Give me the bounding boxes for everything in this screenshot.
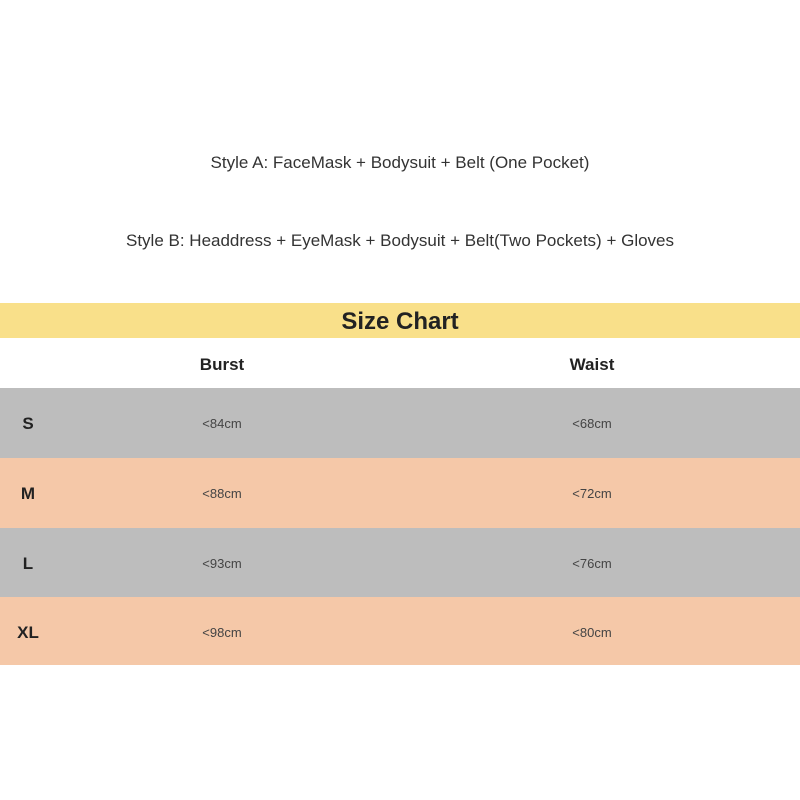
table-row: XL <98cm <80cm [0, 597, 800, 665]
size-label: L [22, 554, 34, 573]
waist-value: <68cm [572, 416, 612, 431]
size-label: XL [17, 623, 39, 642]
burst-value: <84cm [202, 416, 242, 431]
burst-value: <98cm [202, 625, 242, 640]
column-header-waist: Waist [569, 355, 615, 374]
size-chart-title: Size Chart [0, 303, 800, 338]
burst-value: <93cm [202, 556, 242, 571]
style-a-description: Style A: FaceMask + Bodysuit + Belt (One… [210, 153, 590, 172]
table-row: S <84cm <68cm [0, 388, 800, 458]
table-header: Burst Waist [0, 338, 800, 388]
table-row: L <93cm <76cm [0, 528, 800, 598]
waist-value: <72cm [572, 486, 612, 501]
column-header-burst: Burst [199, 355, 245, 374]
table-row: M <88cm <72cm [0, 458, 800, 528]
waist-value: <76cm [572, 556, 612, 571]
waist-value: <80cm [572, 625, 612, 640]
size-label: M [20, 484, 36, 503]
size-label: S [22, 414, 34, 433]
style-b-description: Style B: Headdress + EyeMask + Bodysuit … [125, 231, 675, 250]
burst-value: <88cm [202, 486, 242, 501]
